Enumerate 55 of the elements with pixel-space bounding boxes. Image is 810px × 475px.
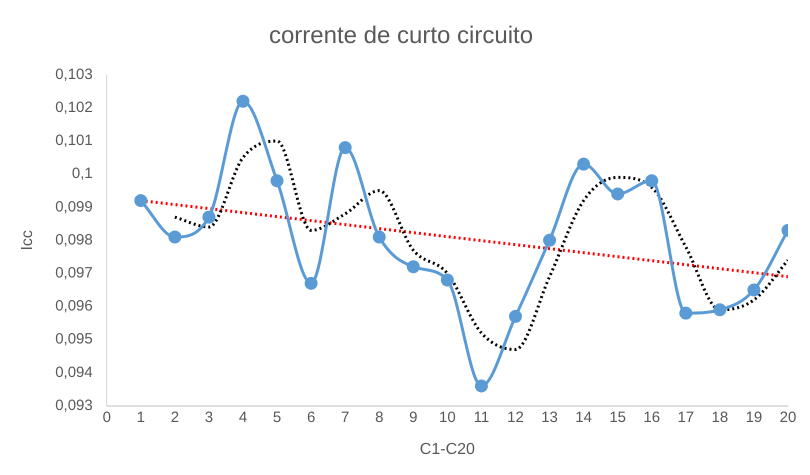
x-tick-label: 0 — [102, 408, 111, 426]
line-series — [173, 140, 788, 352]
y-tick-label: 0,097 — [55, 264, 93, 282]
point — [134, 194, 148, 208]
point — [474, 379, 488, 392]
x-tick-label: 15 — [609, 408, 626, 426]
point — [508, 310, 522, 323]
x-tick-label: 4 — [238, 408, 248, 426]
x-tick-label: 2 — [170, 408, 180, 426]
x-tick-label: 9 — [409, 408, 418, 426]
x-tick-label: 3 — [204, 408, 214, 426]
point — [406, 260, 420, 274]
x-axis-title: C1-C20 — [420, 440, 476, 458]
y-tick-label: 0,099 — [55, 198, 93, 216]
x-tick-label: 7 — [341, 408, 350, 426]
x-tick-label: 14 — [575, 408, 592, 426]
point — [645, 174, 658, 188]
x-tick-label: 16 — [643, 408, 660, 426]
x-tick-label: 17 — [677, 408, 694, 426]
point — [679, 306, 692, 320]
y-tick-label: 0,101 — [55, 132, 93, 150]
x-tick-label: 12 — [507, 408, 524, 426]
y-tick-label: 0,1 — [72, 165, 93, 182]
x-tick-label: 10 — [439, 408, 456, 426]
y-tick-label: 0,098 — [55, 231, 93, 248]
point — [440, 274, 454, 287]
point — [236, 94, 250, 108]
y-tick-label: 0,096 — [55, 298, 93, 315]
x-tick-label: 8 — [375, 408, 384, 426]
y-tick-label: 0,093 — [55, 396, 93, 414]
y-tick-label: 0,103 — [55, 66, 93, 83]
x-tick-label: 13 — [541, 408, 558, 426]
y-tick-label: 0,102 — [55, 99, 93, 116]
point — [304, 276, 318, 290]
point — [372, 230, 386, 244]
chart-title: corrente de curto circuito — [268, 22, 534, 50]
point — [202, 210, 216, 224]
x-tick-label: 19 — [746, 408, 762, 426]
x-tick-label: 11 — [474, 408, 490, 426]
y-tick-label: 0,094 — [55, 364, 93, 381]
point — [543, 234, 556, 247]
x-tick-label: 6 — [306, 408, 316, 426]
point — [611, 187, 624, 200]
point — [713, 303, 726, 316]
x-tick-label: 5 — [272, 408, 282, 426]
x-tick-label: 18 — [712, 408, 728, 426]
point — [747, 283, 760, 296]
point — [577, 158, 590, 171]
point — [168, 230, 182, 244]
y-tick-label: 0,095 — [55, 330, 93, 348]
x-tick-label: 1 — [136, 408, 145, 426]
point — [270, 174, 284, 188]
point — [338, 141, 352, 154]
x-tick-label: 20 — [780, 408, 796, 426]
y-axis-title: Icc — [19, 230, 36, 251]
